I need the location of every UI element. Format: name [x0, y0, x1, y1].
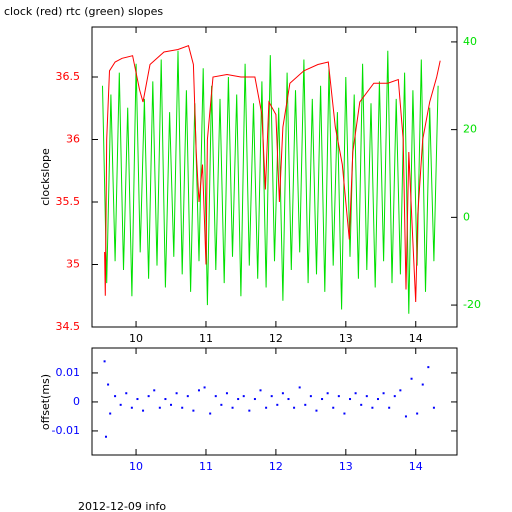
data-point [142, 409, 145, 412]
x-tick-label: 14 [409, 460, 423, 473]
x-tick-label: 11 [199, 460, 213, 473]
data-point [427, 366, 430, 369]
data-point [164, 398, 167, 401]
data-point [220, 403, 223, 406]
data-point [103, 360, 106, 363]
data-point [371, 406, 374, 409]
y-axis-label: offset(ms) [39, 374, 52, 430]
x-tick-label: 14 [409, 332, 423, 345]
data-point [382, 392, 385, 395]
data-point [276, 403, 279, 406]
data-point [125, 392, 128, 395]
y2-tick-label: 40 [463, 35, 477, 48]
data-point [321, 398, 324, 401]
data-point [259, 389, 262, 392]
data-line [102, 50, 439, 314]
data-line [104, 45, 441, 303]
y2-tick-label: -20 [463, 298, 481, 311]
x-tick-label: 10 [129, 460, 143, 473]
y-tick-label: -0.01 [52, 424, 80, 437]
data-point [107, 383, 110, 386]
y2-tick-label: 0 [463, 210, 470, 223]
data-point [181, 406, 184, 409]
data-point [432, 406, 435, 409]
data-point [388, 406, 391, 409]
data-point [136, 398, 139, 401]
data-point [293, 406, 296, 409]
data-point [192, 409, 195, 412]
plot-frame [91, 26, 458, 328]
data-point [365, 395, 368, 398]
data-point [253, 398, 256, 401]
data-point [248, 409, 251, 412]
data-point [393, 395, 396, 398]
y-tick-label: 0.01 [56, 366, 81, 379]
y-axis-label: clockslope [39, 148, 52, 206]
data-point [404, 415, 407, 418]
data-point [376, 398, 379, 401]
data-point [231, 406, 234, 409]
bottom-panel: 10 11 12 13 14 -0.01 0 0.01 [52, 347, 458, 473]
data-point [399, 389, 402, 392]
x-tick-label: 10 [129, 332, 143, 345]
data-point [197, 389, 200, 392]
data-point [242, 395, 245, 398]
data-point [203, 386, 206, 389]
footer: 2012-12-09 info [78, 500, 166, 512]
y-tick-label: 36 [66, 133, 80, 146]
data-point [147, 395, 150, 398]
data-point [158, 406, 161, 409]
data-point [175, 392, 178, 395]
data-point [170, 403, 173, 406]
y2-tick-label: 20 [463, 123, 477, 136]
y-tick-label: 0 [73, 395, 80, 408]
data-point [186, 395, 189, 398]
data-point [410, 377, 413, 380]
data-point [360, 403, 363, 406]
data-point [337, 395, 340, 398]
data-point [130, 406, 133, 409]
x-tick-label: 12 [269, 460, 283, 473]
data-point [114, 395, 117, 398]
x-tick-label: 13 [339, 460, 353, 473]
y-tick-label: 35.5 [56, 195, 81, 208]
y-tick-label: 36.5 [56, 70, 81, 83]
data-point [332, 406, 335, 409]
data-point [354, 392, 357, 395]
data-point [349, 398, 352, 401]
data-point [326, 392, 329, 395]
data-point [343, 412, 346, 415]
data-point [298, 386, 301, 389]
x-tick-label: 11 [199, 332, 213, 345]
data-point [265, 406, 268, 409]
x-tick-label: 12 [269, 332, 283, 345]
data-point [270, 395, 273, 398]
data-point [309, 395, 312, 398]
data-point [315, 409, 318, 412]
data-point [209, 412, 212, 415]
data-point [287, 398, 290, 401]
x-tick-label: 13 [339, 332, 353, 345]
data-point [153, 389, 156, 392]
data-point [109, 412, 112, 415]
data-point [214, 395, 217, 398]
data-point [281, 392, 284, 395]
y-tick-label: 35 [66, 258, 80, 271]
chart-title: clock (red) rtc (green) slopes [4, 5, 163, 18]
data-point [416, 412, 419, 415]
data-point [225, 392, 228, 395]
data-point [237, 398, 240, 401]
data-point [119, 403, 122, 406]
y-tick-label: 34.5 [56, 320, 81, 333]
top-panel: 10 11 12 13 14 34.5 35 35.5 36 36.5 -20 0 20 40 [56, 26, 481, 345]
data-point [104, 435, 107, 438]
data-point [421, 383, 424, 386]
data-point [304, 403, 307, 406]
